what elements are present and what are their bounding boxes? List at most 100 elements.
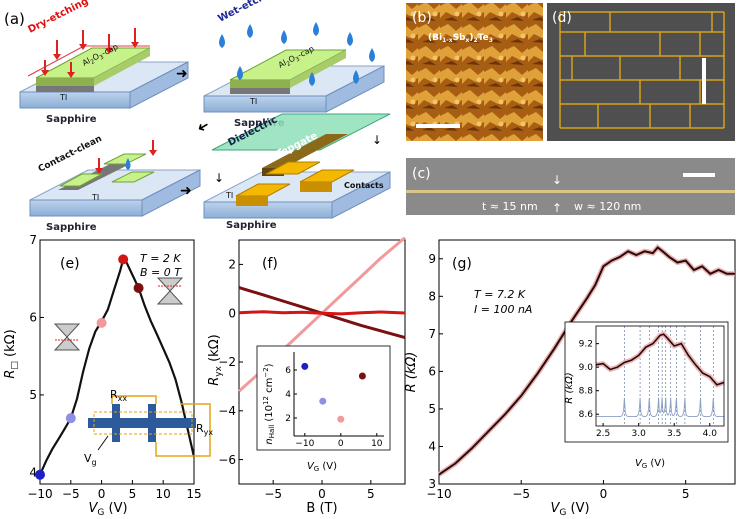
panel-g-inset: 2.5 3.0 3.5 4.0 8.6 8.8 9.0 9.2 — [579, 325, 725, 439]
density-point — [301, 362, 309, 370]
inset-axes-frame — [595, 325, 725, 427]
panel-g-frame — [438, 239, 736, 485]
vg-label: Vg — [84, 452, 97, 467]
arrow-right-2: ➜ — [180, 183, 192, 199]
panel-e-ytick-label: 4 — [29, 466, 37, 480]
sem-image — [547, 3, 735, 141]
panel-g-axes: −10 −5 0 5 3 4 5 6 7 8 9 — [426, 239, 736, 501]
panel-f-xtick-label: 5 — [367, 487, 375, 501]
contact-clean-label: Contact-clean — [37, 134, 104, 175]
arrow-down-left: ➜ — [194, 117, 212, 137]
dry-etching-label: Dry-etching — [26, 0, 90, 36]
panel-f-label: (f) — [262, 256, 278, 272]
width-label: w ≈ 120 nm — [574, 200, 641, 213]
substrate-front — [19, 91, 131, 109]
panel-b: (b) (Bi1-xSbx)2Te3 — [406, 3, 543, 141]
wet-etching-label: Wet-etching — [216, 0, 282, 25]
cap-front — [36, 78, 94, 86]
panel-g-ytick-label: 4 — [428, 440, 436, 454]
panel-f-xtick-label: 0 — [318, 487, 326, 501]
hall-curve-red — [238, 310, 406, 316]
density-point — [358, 372, 366, 380]
data-point — [118, 254, 129, 265]
panel-e-label: (e) — [60, 256, 80, 272]
panel-f-xlabel: B (T) — [306, 501, 337, 516]
inset-xtick-label: 4.0 — [703, 429, 718, 439]
panel-c-label: (c) — [412, 166, 431, 182]
panel-f-ytick-label: −2 — [218, 355, 236, 369]
wet-etch-device: Wet-etching Al2O3-cap TI Sapphire — [203, 0, 385, 129]
resistance-curve — [438, 246, 735, 476]
inset-ytick-label: 2 — [285, 414, 291, 424]
substrate-side — [129, 61, 189, 109]
sem-nanowire-image — [406, 158, 735, 215]
inset-xtick-label: 2.5 — [596, 429, 610, 439]
panel-a: (a) Dry-etching Al2O3-cap TI Sapphire — [4, 0, 391, 233]
thickness-label: t ≈ 15 nm — [482, 200, 538, 213]
water-drops — [219, 22, 375, 86]
inset-ytick-label: 9.0 — [579, 363, 594, 373]
panel-f-inset: −10 0 10 2 4 6 — [285, 352, 384, 449]
data-point — [96, 317, 107, 328]
panel-e-axes: −10 −5 0 5 10 15 4 5 6 7 — [27, 233, 201, 501]
ti-label-2: TI — [249, 97, 257, 106]
panel-g-xtick-label: −5 — [512, 487, 530, 501]
nanowire — [406, 190, 735, 193]
panel-e-plot — [35, 254, 196, 480]
final-device: Dielectric Topgate Contacts ↓ ↓ TI Sapph… — [203, 113, 391, 231]
water-drop — [125, 158, 131, 170]
panel-g-ytick-label: 8 — [428, 290, 436, 304]
panel-e-xlabel: VG (V) — [88, 501, 127, 518]
inset-resistance-curve — [595, 333, 725, 386]
panel-g-xtick-label: 0 — [600, 487, 608, 501]
sapphire-label-1: Sapphire — [46, 114, 97, 125]
panel-e-ylabel: R□ (kΩ) — [3, 329, 20, 378]
ti-label-3: TI — [91, 193, 99, 202]
data-point — [65, 413, 76, 424]
panel-f-ytick-label: 2 — [228, 258, 236, 272]
panel-g-ytick-label: 5 — [428, 402, 436, 416]
panel-f-xtick-label: −5 — [264, 487, 282, 501]
panel-e-ytick-label: 7 — [29, 233, 37, 247]
inset-ytick-label: 8.8 — [579, 387, 594, 397]
nanowire-grid — [559, 11, 725, 129]
data-point — [133, 283, 144, 294]
panel-g-inset-ylabel: R (kΩ) — [564, 372, 575, 403]
panel-g-inset-xlabel: VG (V) — [635, 458, 665, 470]
scale-bar — [683, 173, 715, 177]
inset-ytick-label: 9.2 — [579, 340, 593, 350]
ti-label-4: TI — [225, 191, 233, 200]
stm-image — [406, 3, 543, 141]
svg-text:↑: ↑ — [552, 201, 562, 215]
data-point — [35, 469, 45, 480]
panel-e-frame — [39, 239, 195, 485]
svg-text:↓: ↓ — [214, 171, 224, 185]
inset-xtick-label: 0 — [338, 439, 344, 449]
panel-e-xtick-label: −10 — [27, 487, 52, 501]
inset-ytick-label: 8.6 — [579, 410, 594, 420]
panel-g-xtick-label: −10 — [426, 487, 451, 501]
panel-g-plot — [437, 244, 735, 477]
panel-e-xtick-label: 0 — [98, 487, 106, 501]
inset-xtick-label: 10 — [371, 439, 383, 449]
temperature-annotation: T = 2 K — [140, 252, 181, 265]
hall-bar-channel — [88, 418, 196, 428]
panel-g-xtick-label: 5 — [682, 487, 690, 501]
contact-clean-device: Contact-clean TI Sapphire — [29, 134, 201, 233]
dirac-cone-icon — [156, 277, 184, 305]
etch-arrows — [41, 28, 139, 78]
inset-ytick-label: 4 — [285, 390, 291, 400]
panel-g-ytick-label: 3 — [428, 477, 436, 491]
ti-label-1: TI — [59, 93, 67, 102]
panel-f-ytick-label: −4 — [218, 404, 236, 418]
inset-xtick-label: 3.0 — [632, 429, 647, 439]
panel-g-ytick-label: 9 — [428, 252, 436, 266]
ryx-label: Ryx — [196, 422, 213, 437]
inset-xtick-label: 3.5 — [667, 429, 681, 439]
panel-e-xtick-label: 10 — [156, 487, 171, 501]
contacts-label: Contacts — [344, 181, 384, 190]
panel-f-ytick-label: −6 — [218, 453, 236, 467]
scale-bar — [702, 58, 706, 104]
